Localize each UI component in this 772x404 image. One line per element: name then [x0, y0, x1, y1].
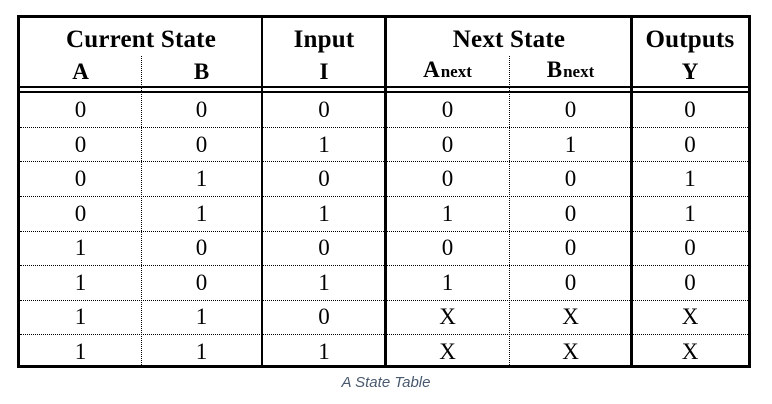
cell-a: 1 — [74, 338, 87, 364]
cell-i: 1 — [318, 200, 330, 226]
cell-b: 0 — [195, 97, 208, 123]
header-rule-2 — [20, 91, 748, 93]
cell-a-next: 0 — [441, 166, 454, 192]
cell-i: 1 — [318, 338, 330, 364]
cell-a: 0 — [74, 166, 87, 192]
separator-input-left — [261, 18, 263, 365]
cell-b-next: 0 — [564, 235, 577, 261]
cell-y: 0 — [684, 131, 696, 157]
cell-b-next: 0 — [564, 200, 577, 226]
cell-y: 1 — [684, 200, 696, 226]
cell-y: X — [681, 338, 699, 364]
cell-y: X — [681, 304, 699, 330]
cell-a: 0 — [74, 97, 87, 123]
cell-b: 1 — [195, 338, 208, 364]
cell-a: 1 — [74, 269, 87, 295]
cell-a-next: 0 — [441, 131, 454, 157]
cell-y: 0 — [684, 97, 696, 123]
cell-i: 0 — [318, 304, 330, 330]
group-input: Input — [293, 26, 355, 53]
cell-b-next: X — [562, 338, 579, 364]
cell-b-next: 0 — [564, 166, 577, 192]
cell-b-next: 1 — [564, 131, 577, 157]
row-divider — [20, 265, 748, 266]
cell-a: 0 — [74, 131, 87, 157]
b-next-subscript: next — [563, 62, 595, 81]
separator-a-b — [141, 56, 142, 365]
separator-outputs-left — [630, 18, 633, 365]
row-divider — [20, 231, 748, 232]
cell-b: 1 — [195, 166, 208, 192]
cell-b: 0 — [195, 131, 208, 157]
row-divider — [20, 334, 748, 335]
b-next-main: B — [546, 57, 563, 82]
cell-y: 1 — [684, 166, 696, 192]
a-next-main: A — [423, 57, 440, 82]
cell-a-next: X — [439, 304, 456, 330]
column-y-header: Y — [681, 59, 699, 84]
cell-b-next: 0 — [564, 97, 577, 123]
column-b-header: B — [193, 59, 210, 84]
cell-i: 0 — [318, 97, 330, 123]
cell-a: 0 — [74, 200, 87, 226]
group-outputs: Outputs — [645, 26, 735, 53]
cell-a-next: 0 — [441, 97, 454, 123]
separator-anext-bnext — [509, 56, 510, 365]
cell-a-next: 0 — [441, 235, 454, 261]
row-divider — [20, 196, 748, 197]
cell-a-next: 1 — [441, 200, 454, 226]
row-divider — [20, 300, 748, 301]
header-rule — [20, 86, 748, 88]
column-i-header: I — [319, 59, 329, 84]
state-table: Current State Input Next State Outputs A… — [17, 15, 751, 368]
cell-b: 1 — [195, 304, 208, 330]
cell-b-next: 0 — [564, 269, 577, 295]
cell-i: 0 — [318, 166, 330, 192]
cell-b-next: X — [562, 304, 579, 330]
group-next-state: Next State — [452, 26, 566, 53]
row-divider — [20, 161, 748, 162]
cell-i: 0 — [318, 235, 330, 261]
cell-b: 1 — [195, 200, 208, 226]
cell-a-next: X — [439, 338, 456, 364]
cell-b: 0 — [195, 269, 208, 295]
table-caption: A State Table — [341, 374, 431, 391]
cell-y: 0 — [684, 269, 696, 295]
cell-y: 0 — [684, 235, 696, 261]
group-current-state: Current State — [65, 26, 217, 53]
row-divider — [20, 127, 748, 128]
cell-i: 1 — [318, 131, 330, 157]
cell-a-next: 1 — [441, 269, 454, 295]
a-next-subscript: next — [440, 62, 472, 81]
cell-a: 1 — [74, 235, 87, 261]
column-a-header: A — [72, 59, 89, 84]
cell-i: 1 — [318, 269, 330, 295]
cell-b: 0 — [195, 235, 208, 261]
separator-next-left — [384, 18, 387, 365]
cell-a: 1 — [74, 304, 87, 330]
